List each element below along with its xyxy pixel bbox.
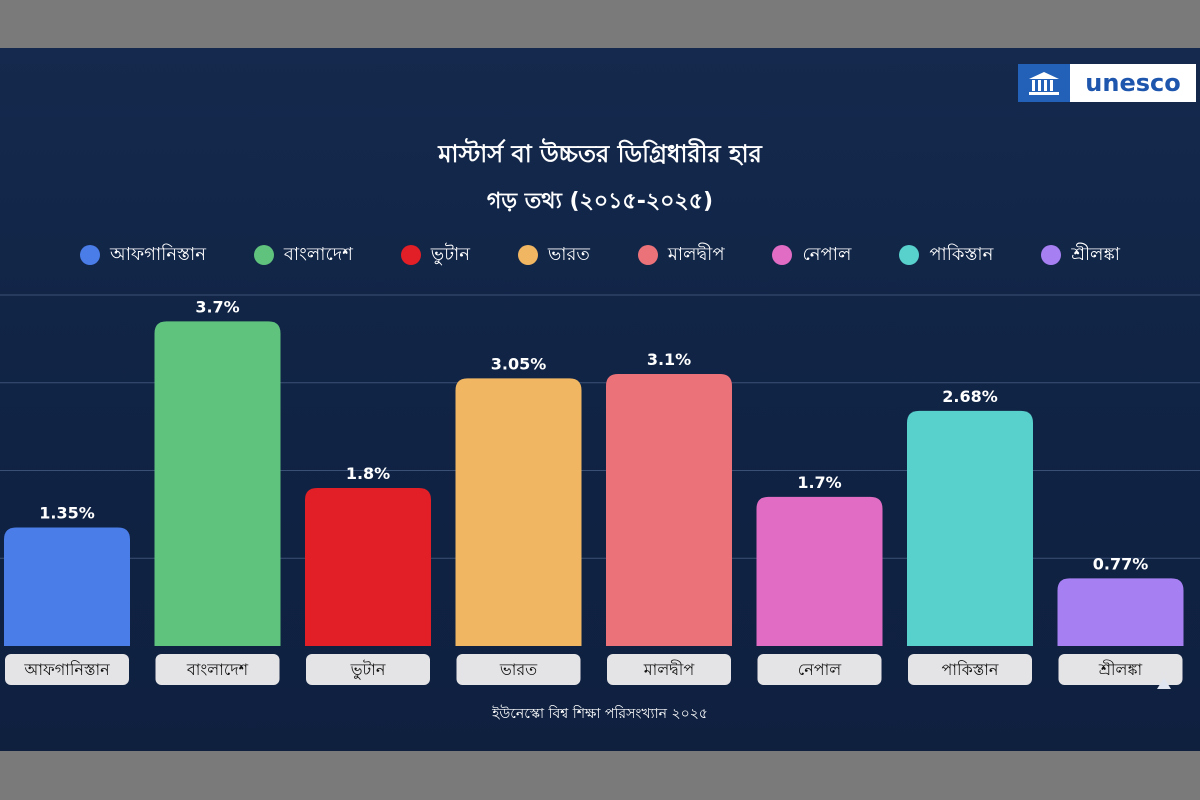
- legend-label: ভুটান: [430, 243, 470, 265]
- bar: [606, 373, 732, 646]
- bar: [1057, 578, 1184, 646]
- chart-title: মাস্টার্স বা উচ্চতর ডিগ্রিধারীর হার: [438, 140, 762, 168]
- legend-label: মালদ্বীপ: [667, 243, 725, 265]
- category-label: ভুটান: [350, 660, 386, 680]
- legend-swatch: [80, 245, 100, 265]
- legend-label: নেপাল: [802, 243, 852, 265]
- legend-label: ভারত: [547, 243, 590, 265]
- legend-swatch: [1041, 245, 1062, 265]
- legend-swatch: [899, 245, 920, 265]
- chart-legend: আফগানিস্তান বাংলাদেশ ভুটান ভারত মালদ্বীপ নেপা…: [80, 242, 1120, 268]
- data-label: 3.7%: [195, 297, 239, 316]
- bar-chart: 1.35% আফগানিস্তান 3.7% বাংলাদেশ 1.8% ভুটান 3.0…: [0, 294, 1200, 685]
- bar: [154, 321, 281, 646]
- unesco-logo-text: unesco: [1085, 69, 1181, 97]
- data-label: 2.68%: [942, 387, 998, 406]
- chart-subtitle: গড় তথ্য (২০১৫-২০২৫): [486, 189, 714, 214]
- data-label: 3.05%: [491, 354, 547, 373]
- bar: [455, 378, 582, 646]
- category-label: ভারত: [499, 660, 538, 679]
- category-tag: [306, 654, 430, 685]
- legend-label: বাংলাদেশ: [283, 243, 353, 265]
- legend-swatch: [772, 245, 793, 265]
- data-label: 3.1%: [647, 350, 691, 369]
- data-label: 1.35%: [39, 504, 95, 523]
- data-label: 0.77%: [1093, 554, 1149, 573]
- category-tag: [908, 654, 1032, 685]
- bar: [756, 496, 883, 646]
- legend-item: ভারত: [517, 240, 590, 271]
- data-label: 1.8%: [346, 464, 390, 483]
- category-label: বাংলাদেশ: [186, 660, 249, 679]
- legend-swatch: [253, 245, 274, 265]
- category-label: মালদ্বীপ: [643, 660, 696, 679]
- unesco-logo: unesco: [1018, 64, 1196, 102]
- legend-item: শ্রীলঙ্কা: [1041, 240, 1120, 271]
- category-label: নেপাল: [798, 660, 843, 679]
- category-tag: [155, 654, 280, 685]
- category-tag: [5, 654, 129, 685]
- legend-swatch: [637, 245, 658, 265]
- triangle-icon: [1157, 678, 1171, 689]
- chart-frame: unesco মাস্টার্স বা উচ্চতর ডিগ্রিধারীর হ…: [0, 48, 1200, 751]
- bar: [305, 488, 431, 646]
- legend-item: বাংলাদেশ: [253, 240, 353, 271]
- legend-item: নেপাল: [772, 240, 851, 271]
- legend-item: আফগানিস্তান: [80, 240, 206, 271]
- bar: [4, 527, 130, 646]
- category-label: আফগানিস্তান: [23, 660, 110, 679]
- legend-item: ভুটান: [400, 240, 470, 271]
- chart-source: ইউনেস্কো বিশ্ব শিক্ষা পরিসংখ্যান ২০২৫: [492, 706, 708, 722]
- legend-item: পাকিস্তান: [899, 240, 993, 271]
- bar: [907, 410, 1033, 646]
- legend-swatch: [517, 245, 538, 265]
- category-tag: [1058, 654, 1183, 685]
- category-tag: [757, 654, 882, 685]
- category-tag: [456, 654, 581, 685]
- category-label: শ্রীলঙ্কা: [1098, 660, 1143, 679]
- category-label: পাকিস্তান: [942, 660, 999, 679]
- legend-label: পাকিস্তান: [929, 243, 994, 265]
- category-tag: [607, 654, 731, 685]
- unesco-temple-icon: [1018, 64, 1070, 102]
- legend-item: মালদ্বীপ: [637, 240, 725, 271]
- legend-swatch: [400, 245, 421, 265]
- legend-label: শ্রীলঙ্কা: [1071, 243, 1120, 265]
- data-label: 1.7%: [797, 473, 841, 492]
- legend-label: আফগানিস্তান: [110, 243, 206, 265]
